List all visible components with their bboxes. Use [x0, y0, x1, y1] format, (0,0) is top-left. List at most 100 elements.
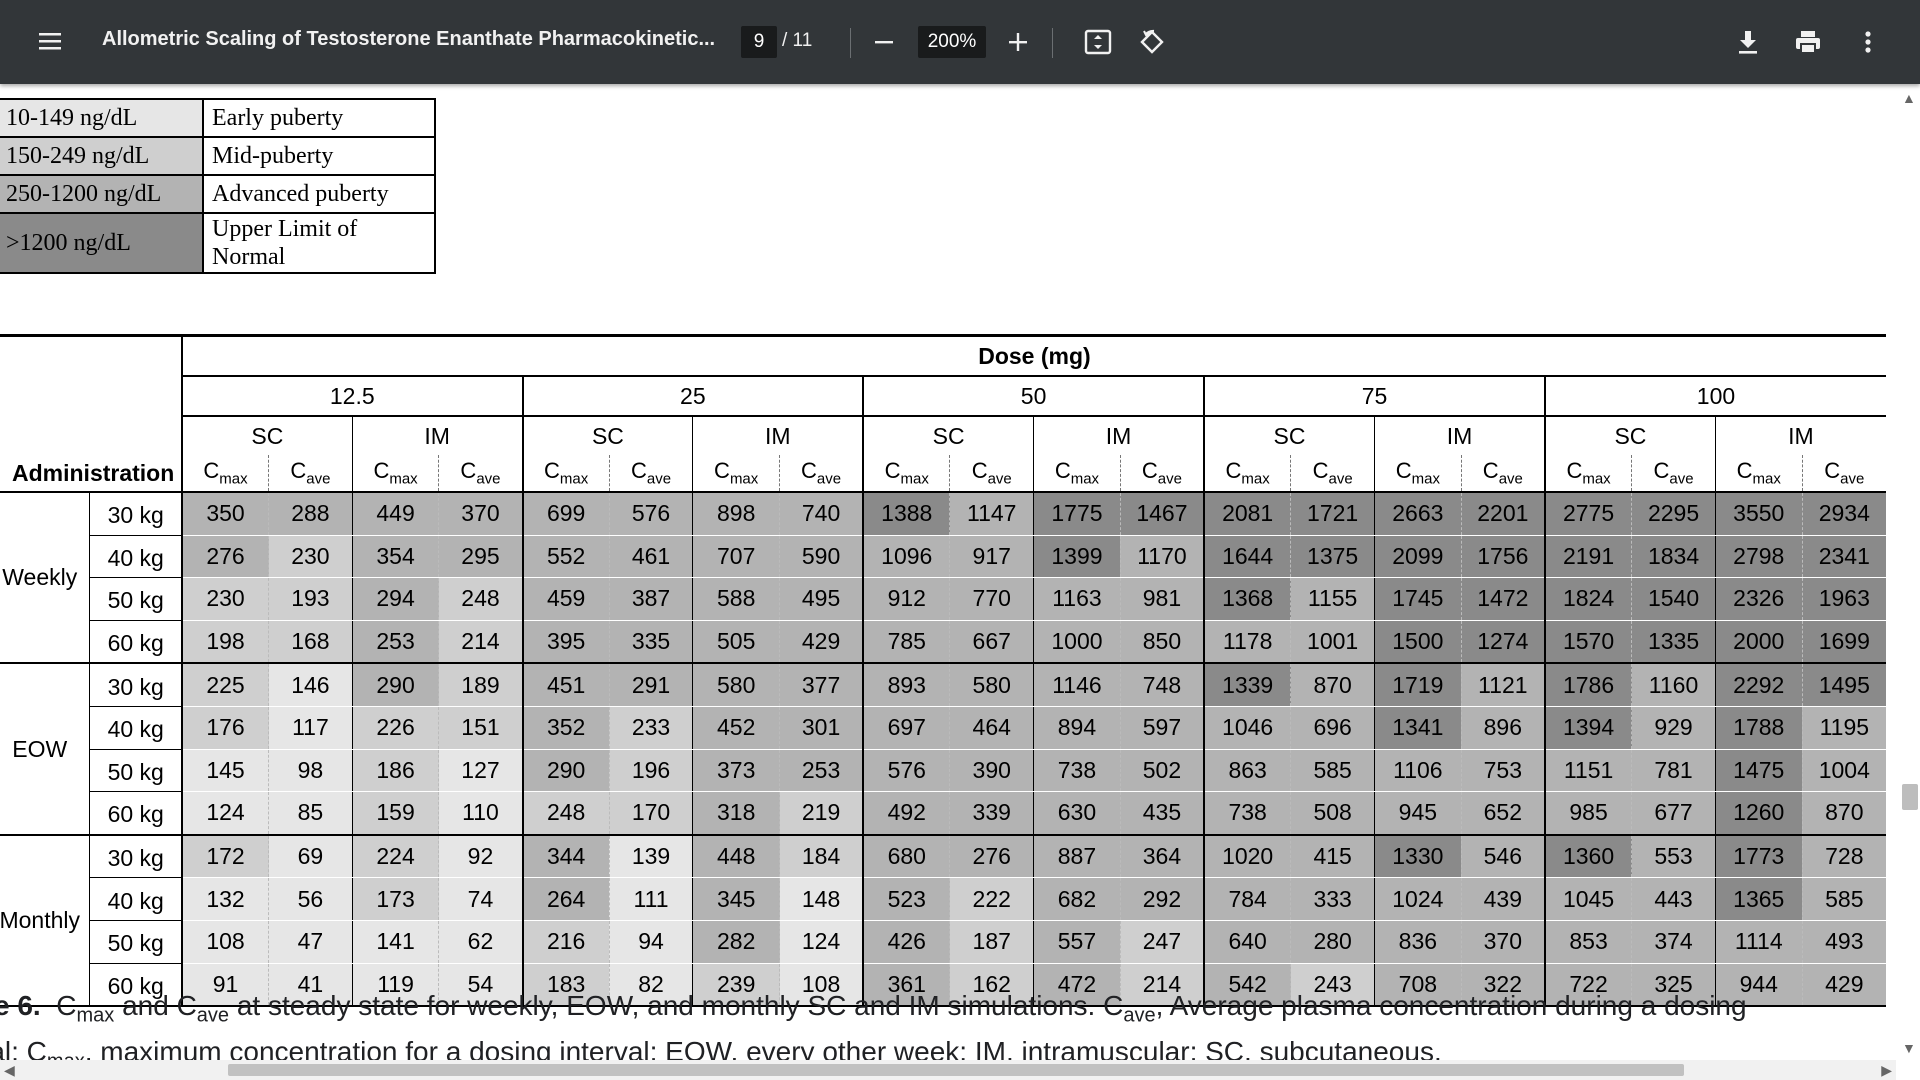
- zoom-out-button[interactable]: [862, 20, 906, 64]
- concentration-cell: 117: [268, 706, 353, 750]
- concentration-cell: 248: [438, 577, 523, 621]
- page-number-input[interactable]: 9: [741, 26, 777, 58]
- concentration-cell: 461: [608, 535, 693, 579]
- horizontal-scrollbar[interactable]: ◀ ▶: [0, 1060, 1896, 1080]
- horizontal-scroll-thumb[interactable]: [228, 1064, 1684, 1076]
- concentration-cell: 2292: [1714, 663, 1803, 707]
- scroll-down-arrow-icon[interactable]: ▼: [1902, 1040, 1916, 1056]
- concentration-cell: 1121: [1460, 663, 1545, 707]
- concentration-cell: 124: [779, 920, 864, 964]
- concentration-cell: 2326: [1714, 577, 1803, 621]
- concentration-cell: 443: [1631, 877, 1716, 921]
- concentration-cell: 552: [521, 535, 610, 579]
- concentration-cell: 505: [692, 620, 780, 665]
- concentration-cell: 1000: [1033, 620, 1121, 665]
- table-row: Monthly 30 kg 172 69 224 92 344 139 448 184 680 276…: [0, 834, 1886, 1008]
- legend-row: 250-1200 ng/dL Advanced puberty: [0, 174, 436, 214]
- concentration-cell: 576: [608, 492, 693, 536]
- download-button[interactable]: [1726, 20, 1770, 64]
- administration-group: EOW: [0, 663, 91, 836]
- legend-row: 150-249 ng/dL Mid-puberty: [0, 136, 436, 176]
- concentration-cell: 1495: [1801, 663, 1886, 707]
- document-viewport[interactable]: 10-149 ng/dL Early puberty 150-249 ng/dL Mi…: [0, 84, 1896, 1060]
- concentration-cell: 41: [268, 963, 353, 1008]
- concentration-cell: 2000: [1714, 620, 1803, 665]
- scroll-up-arrow-icon[interactable]: ▲: [1902, 90, 1916, 106]
- caption-sub: max: [76, 1004, 115, 1027]
- concentration-cell: 1699: [1801, 620, 1886, 665]
- scroll-left-arrow-icon[interactable]: ◀: [4, 1062, 15, 1078]
- concentration-cell: 189: [438, 663, 523, 707]
- metric-symbol: C: [460, 458, 477, 484]
- concentration-cell: 464: [949, 706, 1034, 750]
- concentration-cell: 85: [268, 791, 353, 836]
- concentration-cell: 850: [1119, 620, 1205, 665]
- concentration-cell: 1096: [862, 535, 950, 579]
- concentration-cell: 1335: [1631, 620, 1716, 665]
- concentration-cell: 1274: [1460, 620, 1545, 665]
- metric-subscript: ave: [476, 470, 501, 488]
- zoom-level-input[interactable]: 200%: [918, 26, 986, 58]
- concentration-cell: 370: [1460, 920, 1545, 964]
- concentration-cell: 170: [608, 791, 693, 836]
- concentration-cell: 677: [1631, 791, 1716, 836]
- vertical-scroll-thumb[interactable]: [1902, 784, 1918, 810]
- concentration-cell: 124: [180, 791, 269, 836]
- more-actions-button[interactable]: [1846, 20, 1890, 64]
- concentration-cell: 929: [1631, 706, 1716, 750]
- print-button[interactable]: [1786, 20, 1830, 64]
- metric-label: Cmax: [692, 455, 780, 493]
- metric-label: Cmax: [1714, 455, 1803, 493]
- concentration-cell: 836: [1374, 920, 1462, 964]
- concentration-cell: 94: [608, 920, 693, 964]
- metric-label: Cmax: [1203, 455, 1291, 493]
- concentration-cell: 295: [438, 535, 523, 579]
- concentration-cell: 557: [1033, 920, 1121, 964]
- metric-symbol: C: [1736, 458, 1753, 484]
- concentration-cell: 1330: [1374, 834, 1462, 879]
- concentration-cell: 1963: [1801, 577, 1886, 621]
- menu-button[interactable]: [28, 18, 74, 64]
- concentration-cell: 435: [1119, 791, 1205, 836]
- metric-symbol: C: [373, 458, 390, 484]
- fit-to-page-button[interactable]: [1076, 20, 1120, 64]
- concentration-cell: 387: [608, 577, 693, 621]
- concentration-cell: 630: [1033, 791, 1121, 836]
- metric-subscript: max: [559, 470, 589, 488]
- body-weight: 50 kg: [89, 920, 183, 964]
- concentration-cell: 325: [1631, 963, 1716, 1008]
- metric-label: Cave: [779, 455, 864, 493]
- body-weight: 40 kg: [89, 877, 183, 921]
- rotate-button[interactable]: [1130, 20, 1174, 64]
- concentration-cell: 863: [1203, 749, 1291, 793]
- metric-subscript: ave: [646, 470, 672, 488]
- metric-subscript: max: [1582, 470, 1611, 488]
- page-total: / 11: [782, 30, 813, 51]
- concentration-cell: 1114: [1714, 920, 1803, 964]
- scroll-right-arrow-icon[interactable]: ▶: [1881, 1062, 1892, 1078]
- concentration-cell: 1824: [1543, 577, 1632, 621]
- zoom-in-button[interactable]: [996, 20, 1040, 64]
- concentration-cell: 247: [1119, 920, 1205, 964]
- table-row: 40 kg 276 230 354 295 552 461 707 590 1096 917 1399…: [0, 535, 1886, 579]
- concentration-cell: 395: [521, 620, 610, 665]
- concentration-cell: 54: [438, 963, 523, 1008]
- concentration-cell: 439: [1460, 877, 1545, 921]
- concentration-cell: 172: [180, 834, 269, 879]
- metric-subscript: ave: [1498, 470, 1523, 488]
- concentration-cell: 944: [1714, 963, 1803, 1008]
- concentration-cell: 148: [779, 877, 864, 921]
- concentration-cell: 222: [949, 877, 1034, 921]
- metric-symbol: C: [1482, 458, 1499, 484]
- concentration-cell: 740: [779, 492, 864, 536]
- metric-symbol: C: [1225, 458, 1242, 484]
- vertical-scrollbar[interactable]: ▲ ▼: [1896, 84, 1920, 1060]
- concentration-cell: 1004: [1801, 749, 1886, 793]
- concentration-cell: 230: [268, 535, 353, 579]
- concentration-cell: 696: [1290, 706, 1375, 750]
- concentration-cell: 322: [1460, 963, 1545, 1008]
- table-row: 60 kg 124 85 159 110 248 170 318 219 492 339 630 435…: [0, 791, 1886, 836]
- metric-symbol: C: [801, 458, 817, 484]
- concentration-cell: 288: [268, 492, 353, 536]
- download-icon: [1739, 31, 1757, 54]
